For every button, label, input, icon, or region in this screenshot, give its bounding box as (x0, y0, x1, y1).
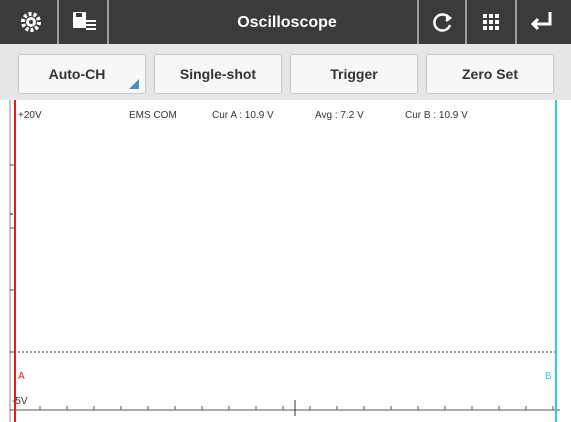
dropdown-marker (129, 79, 139, 89)
button-label: Auto-CH (48, 66, 106, 82)
title-bar: Oscilloscope (0, 0, 571, 44)
button-label: Zero Set (461, 66, 518, 82)
channel-name: EMS COM (129, 110, 177, 121)
button-label: Trigger (330, 66, 378, 82)
zero-set-button[interactable]: Zero Set (426, 54, 554, 94)
auto-ch-button[interactable]: Auto-CH (18, 54, 146, 94)
cursor-b-label: B (545, 371, 552, 382)
refresh-icon[interactable] (433, 13, 453, 32)
cur-b-reading: Cur B : 10.9 V (405, 110, 468, 121)
button-label: Single-shot (179, 66, 257, 82)
cur-a-reading: Cur A : 10.9 V (212, 110, 274, 121)
back-icon[interactable] (530, 12, 552, 31)
save-icon[interactable] (73, 12, 96, 30)
grid-icon[interactable] (483, 14, 499, 30)
trigger-button[interactable]: Trigger (290, 54, 418, 94)
cursor-a-label: A (18, 371, 25, 382)
avg-reading: Avg : 7.2 V (315, 110, 364, 121)
button-row: Auto-CH Single-shot Trigger Zero Set (0, 44, 571, 100)
settings-icon[interactable] (21, 12, 41, 32)
single-shot-button[interactable]: Single-shot (154, 54, 282, 94)
screen-title: Oscilloscope (237, 14, 337, 31)
title-bar-graphics: Oscilloscope (21, 0, 552, 44)
scope-display: +20V EMS COM Cur A : 10.9 V Avg : 7.2 V … (9, 100, 560, 422)
top-voltage: +20V (18, 110, 42, 121)
bottom-voltage: -5V (12, 396, 28, 407)
